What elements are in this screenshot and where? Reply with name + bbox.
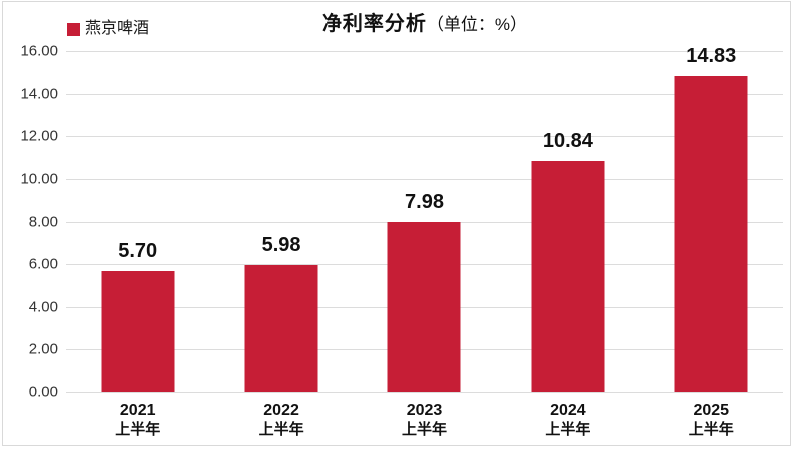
x-tick-period: 上半年 [545,421,591,438]
x-tick-label: 2022 上半年 [209,401,352,439]
bar [387,221,461,392]
chart-title-text: 净利率分析 [321,13,427,35]
bar-value-label: 5.98 [261,233,301,256]
bar-value-label: 5.70 [118,239,158,262]
y-axis: 0.00 2.00 4.00 6.00 8.00 10.00 12.00 14.00 16.00 [0,43,58,401]
x-tick-label: 2024 上半年 [496,401,639,439]
chart-title: 净利率分析（单位：%） [66,11,783,38]
gridline [66,178,783,180]
y-tick-label: 10.00 [20,170,58,188]
bar-series: 5.70 5.98 7.98 10.84 14.83 [66,45,783,392]
bar [244,264,318,392]
y-tick-label: 0.00 [28,383,58,401]
x-tick-year: 2021 [119,402,156,419]
y-tick-label: 12.00 [20,127,58,145]
x-tick-year: 2023 [406,402,443,419]
bar-column: 14.83 [640,45,783,392]
bar-column: 5.98 [209,51,352,392]
legend-swatch-icon [67,22,80,36]
bar-column: 10.84 [496,51,639,392]
bar [531,160,605,392]
bar-column: 5.70 [66,51,209,392]
x-axis: 2021 上半年 2022 上半年 2023 上半年 2024 上半年 2025 上半年 [66,401,783,443]
gridline [66,93,783,95]
x-tick-year: 2022 [263,402,299,419]
y-tick-label: 16.00 [20,42,58,60]
x-tick-period: 上半年 [688,421,734,438]
y-tick-label: 4.00 [28,298,58,316]
gridline [66,392,783,393]
bar-value-label: 10.84 [542,129,593,152]
bar-column: 7.98 [353,51,496,392]
legend-label: 燕京啤酒 [85,20,150,37]
plot-area: 5.70 5.98 7.98 10.84 14.83 [66,45,783,393]
chart-title-unit: （单位：%） [426,15,528,34]
x-tick-label: 2025 上半年 [640,401,783,439]
y-tick-label: 8.00 [28,213,58,230]
x-tick-period: 上半年 [258,421,304,438]
legend: 燕京啤酒 [67,21,149,37]
bar [101,270,175,392]
y-tick-label: 2.00 [28,340,58,358]
y-tick-label: 14.00 [20,85,58,103]
gridline [66,136,783,138]
x-tick-year: 2024 [550,402,586,419]
bar-value-label: 14.83 [686,44,737,67]
x-tick-label: 2023 上半年 [353,401,496,439]
gridline [66,51,783,52]
x-tick-period: 上半年 [115,421,161,438]
bar-value-label: 7.98 [405,190,444,213]
bar [674,75,748,392]
x-tick-period: 上半年 [401,421,447,438]
x-tick-year: 2025 [693,402,730,419]
y-tick-label: 6.00 [28,255,58,273]
x-tick-label: 2021 上半年 [66,401,209,439]
